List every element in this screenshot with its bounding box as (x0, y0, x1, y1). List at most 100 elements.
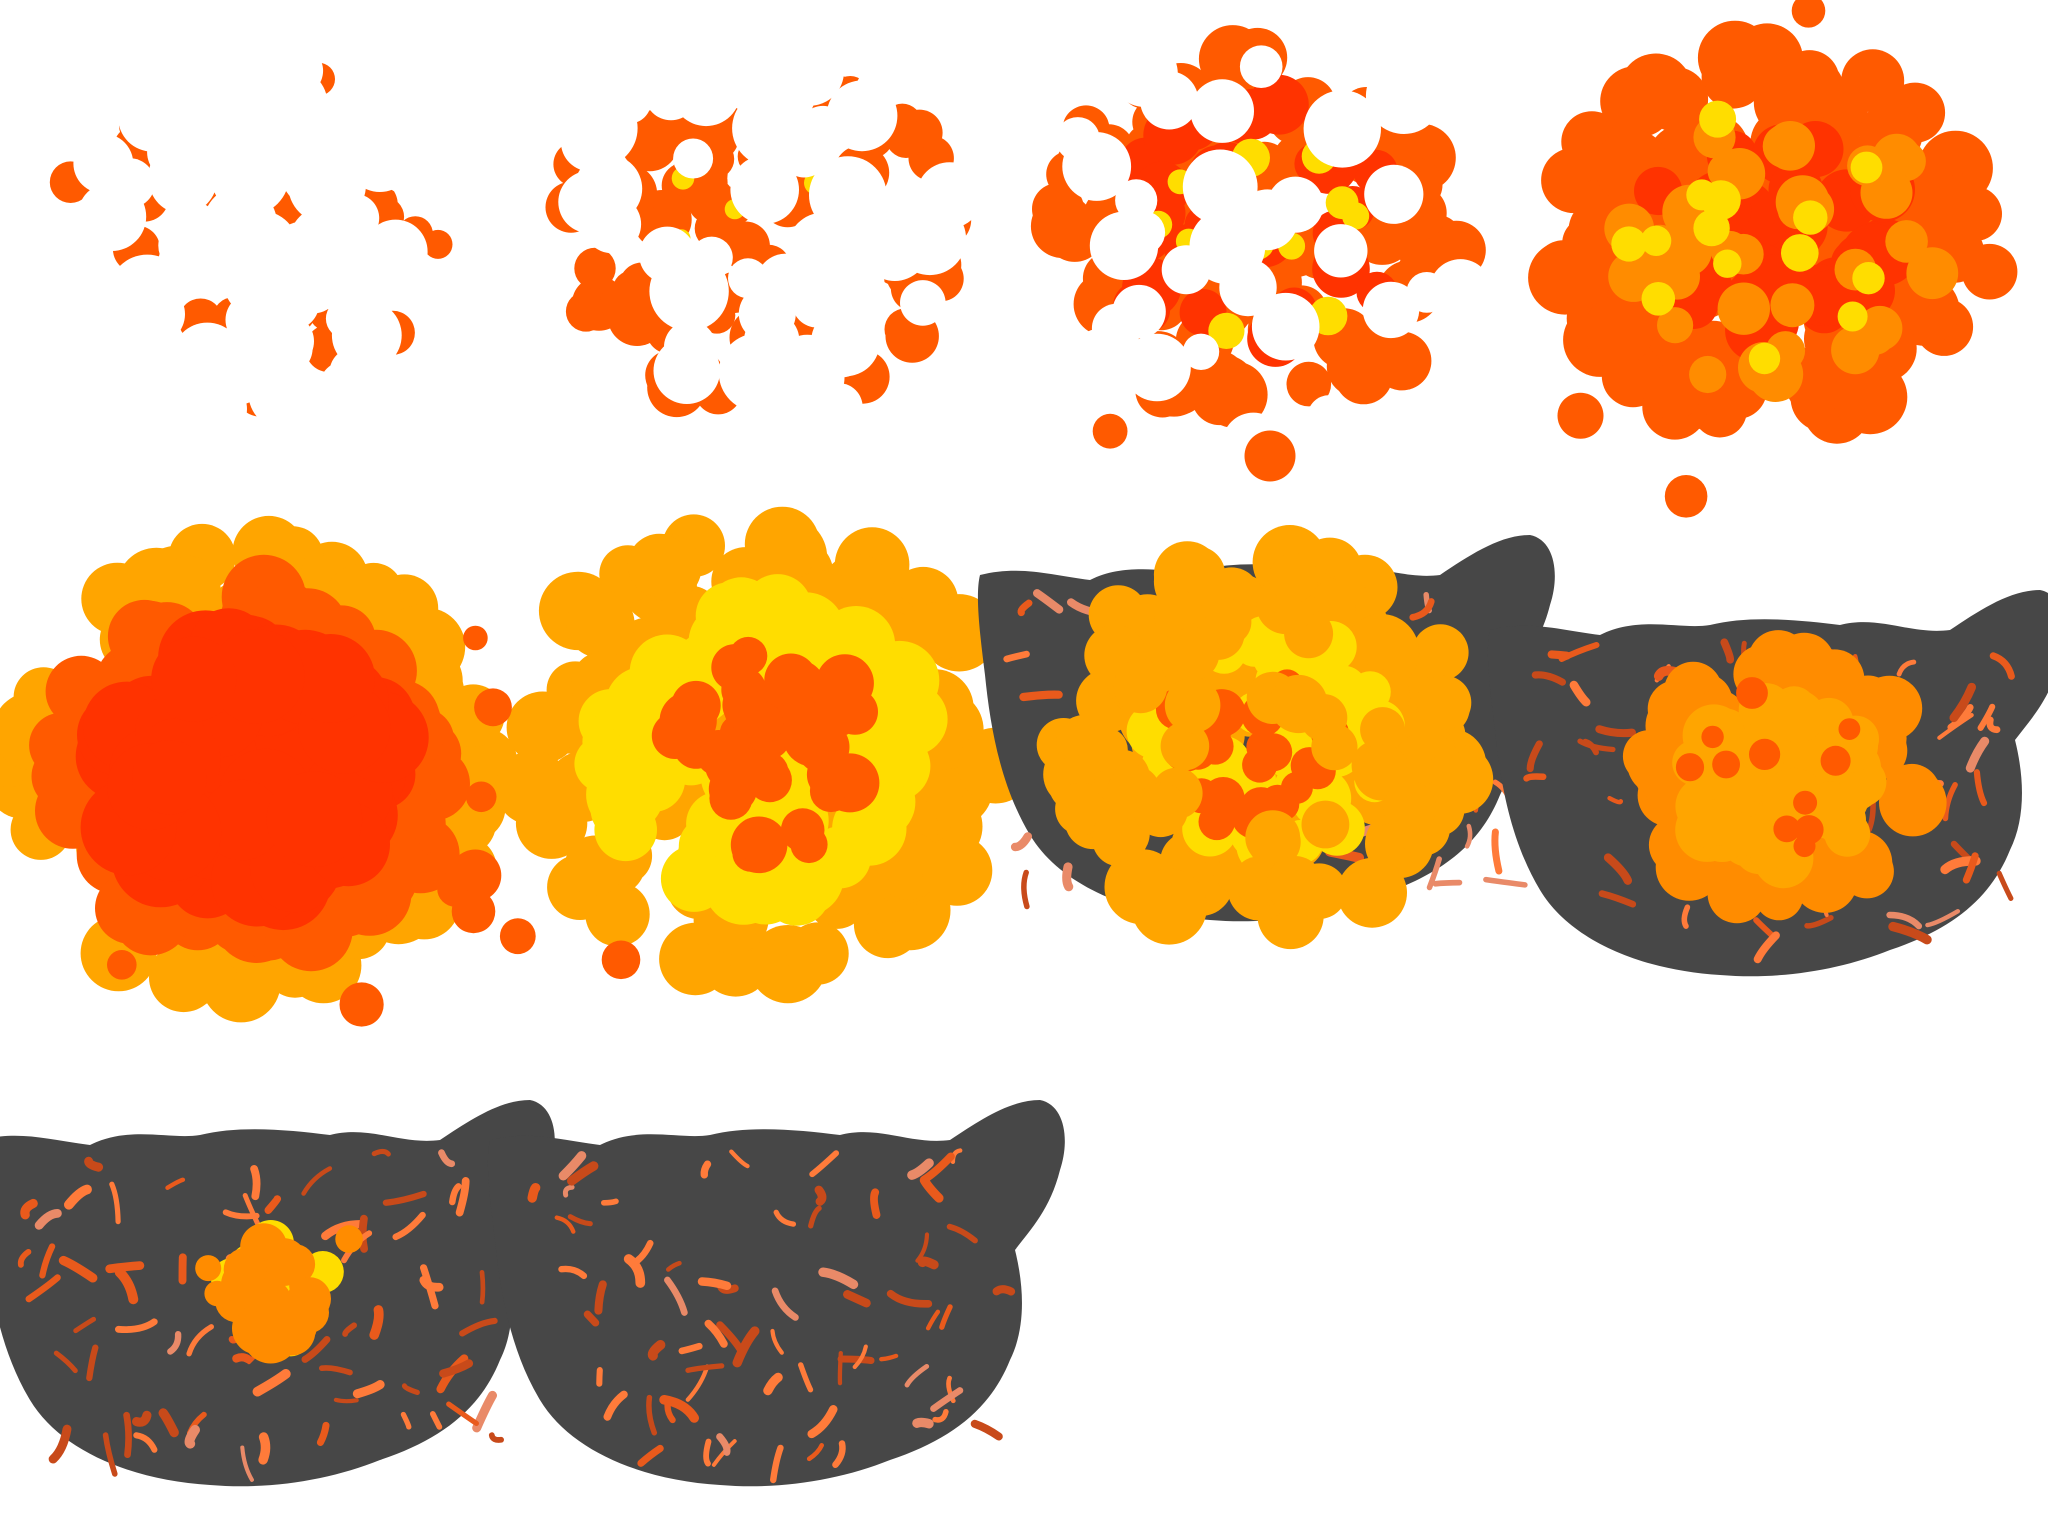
fire-puff (209, 629, 305, 724)
fire-puff (1154, 590, 1203, 640)
fire-puff (1083, 727, 1128, 772)
fire-puff (1771, 690, 1825, 743)
fire-puff (1640, 225, 1672, 256)
ember-crack (807, 1405, 838, 1439)
smoke-gap (649, 251, 729, 331)
ember-crack (558, 1265, 588, 1280)
ember-crack (392, 1211, 426, 1241)
ember-crack (832, 1440, 846, 1469)
fire-puff (1699, 100, 1737, 138)
ember-crack (798, 1362, 814, 1393)
fire-puff (1686, 179, 1718, 211)
fire-puff (1697, 20, 1773, 95)
ember-crack (133, 1432, 158, 1453)
smoke-gap (158, 217, 214, 274)
ember-dot (204, 1280, 230, 1307)
ember-crack (700, 1160, 712, 1179)
ember-crack (17, 1248, 32, 1268)
ember-crack (1021, 869, 1030, 910)
ember-crack (1432, 879, 1463, 887)
ember-crack (86, 1344, 99, 1382)
ember-crack (1598, 890, 1637, 908)
ember-crack (970, 1419, 1003, 1441)
ember-crack (554, 1215, 576, 1234)
fire-puff (566, 589, 635, 658)
ember-crack (1603, 853, 1633, 885)
ember-crack (771, 1287, 799, 1321)
ember-crack (1523, 773, 1547, 782)
ember-crack (1426, 856, 1442, 891)
smoke-gap (1190, 79, 1254, 143)
ember-crack (132, 1410, 152, 1427)
fire-puff (132, 740, 207, 815)
smoke-gap (329, 347, 382, 399)
frame-5-peak-blast (0, 515, 518, 1027)
smoke-gap (259, 313, 314, 369)
smoke-gap (842, 216, 888, 263)
ember-dot (242, 1237, 267, 1261)
ember-crack (809, 1150, 840, 1178)
fire-puff (1793, 790, 1818, 815)
ember-crack (664, 1396, 676, 1424)
fire-puff (565, 291, 607, 332)
ember-crack (763, 1372, 783, 1396)
smoke-gap (399, 160, 457, 218)
ember-crack (697, 1277, 732, 1291)
smoke-gap (732, 19, 790, 77)
ember-crack (773, 1209, 797, 1227)
debris-blob (463, 625, 488, 651)
smoke-gap (1307, 395, 1352, 440)
ember-crack (301, 1336, 331, 1363)
ember-crack (912, 1417, 934, 1429)
fire-puff (1160, 721, 1210, 771)
ember-crack (400, 1411, 412, 1430)
fire-puff (744, 506, 820, 582)
smoke-gap (105, 158, 155, 208)
fire-puff (1701, 725, 1724, 749)
ember-crack (333, 1397, 359, 1404)
ember-crack (20, 1198, 38, 1220)
ember-dot (233, 1313, 256, 1336)
ember-crack (25, 1274, 61, 1303)
debris-blob (1537, 256, 1563, 282)
ember-crack (479, 1269, 486, 1305)
debris-blob (451, 889, 496, 934)
fire-puff (1249, 74, 1309, 135)
fire-puff (734, 817, 779, 862)
ember-crack (1989, 652, 2015, 680)
ember-crack (917, 1256, 939, 1270)
ember-crack (601, 1198, 619, 1206)
ember-crack (1977, 703, 1996, 731)
ember-crack (123, 1411, 132, 1459)
smoke-gap (1140, 71, 1199, 130)
fire-puff (1131, 868, 1208, 945)
fire-puff (1342, 202, 1370, 230)
ember-crack (603, 1390, 628, 1421)
ember-dot (298, 1321, 317, 1340)
fire-puff (1748, 342, 1781, 375)
fire-puff (1906, 247, 1959, 300)
ember-crack (1681, 904, 1691, 929)
fire-puff (1286, 361, 1332, 407)
ember-crack (1491, 828, 1503, 875)
ember-crack (240, 1445, 254, 1482)
fire-puff (585, 882, 650, 947)
fire-puff (1770, 283, 1815, 328)
smoke-gap (1239, 45, 1283, 88)
ember-crack (1804, 914, 1834, 929)
fire-puff (1208, 312, 1245, 349)
ember-crack (48, 1424, 72, 1464)
debris-blob (339, 982, 384, 1027)
ember-crack (1965, 736, 1990, 773)
fire-puff (574, 247, 616, 290)
ember-crack (852, 1344, 868, 1370)
fire-puff (1611, 226, 1647, 262)
ember-crack (1010, 832, 1032, 852)
frame-6-blast-cooling (465, 506, 1034, 1004)
smoke-gap (124, 284, 185, 345)
fire-puff (1032, 183, 1084, 235)
ember-crack (264, 1195, 282, 1214)
ember-crack (352, 1380, 385, 1399)
smoke-gap (1219, 258, 1277, 317)
ember-crack (1986, 716, 2001, 734)
